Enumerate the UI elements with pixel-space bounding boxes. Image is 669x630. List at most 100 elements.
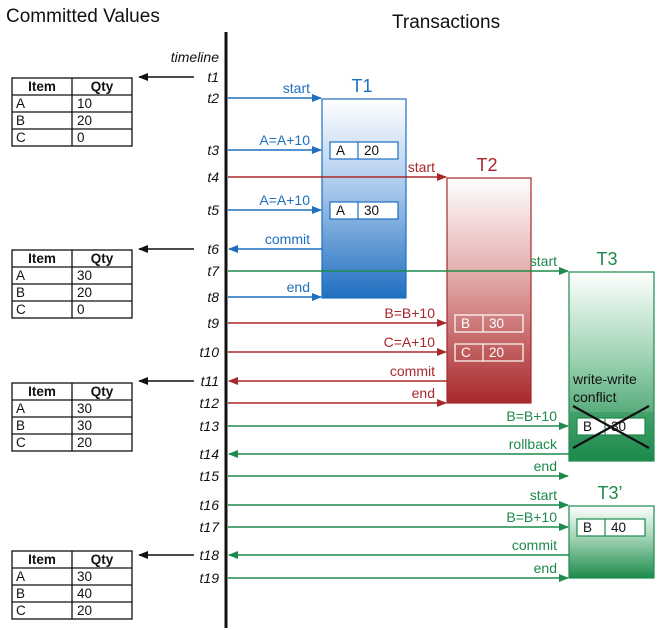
- workspace-item: B: [583, 520, 592, 535]
- time-label-t13: t13: [200, 418, 220, 434]
- event-label-t2: start: [283, 80, 310, 96]
- time-label-t10: t10: [200, 344, 220, 360]
- workspace-qty: 30: [489, 316, 504, 331]
- table-cell-qty: 20: [77, 603, 92, 618]
- time-label-t18: t18: [200, 547, 220, 563]
- table-cell-qty: 20: [77, 435, 92, 450]
- time-label-t6: t6: [207, 241, 219, 257]
- event-label-t11: commit: [390, 363, 435, 379]
- table-cell-item: C: [16, 302, 26, 317]
- table-cell-item: A: [16, 401, 25, 416]
- workspace-qty: 20: [489, 345, 504, 360]
- event-arrow-t6: commit: [228, 231, 322, 253]
- time-label-t5: t5: [207, 202, 219, 218]
- event-label-t18: commit: [512, 537, 557, 553]
- event-arrow-t4: start: [228, 159, 447, 181]
- table-cell-item: C: [16, 130, 26, 145]
- table-cell-item: C: [16, 435, 26, 450]
- event-label-t3: A=A+10: [259, 132, 310, 148]
- table-cell-item: B: [16, 113, 25, 128]
- time-label-t2: t2: [207, 90, 219, 106]
- table-header-item: Item: [28, 552, 56, 567]
- table-cell-qty: 30: [77, 418, 92, 433]
- table-header-item: Item: [28, 384, 56, 399]
- time-label-t1: t1: [207, 69, 219, 85]
- table-cell-item: A: [16, 268, 25, 283]
- event-arrow-t8: end: [228, 279, 322, 301]
- event-label-t17: B=B+10: [506, 509, 557, 525]
- event-arrow-t10: C=A+10: [228, 334, 447, 356]
- event-arrow-t3: A=A+10: [228, 132, 322, 154]
- workspace-item: B: [461, 316, 470, 331]
- event-label-t16: start: [530, 487, 557, 503]
- table-cell-qty: 20: [77, 285, 92, 300]
- event-arrow-t2: start: [228, 80, 322, 102]
- event-arrow-t5: A=A+10: [228, 192, 322, 214]
- time-label-t17: t17: [200, 519, 221, 535]
- table-cell-item: B: [16, 586, 25, 601]
- committed-table-t11: Item Qty A 30 B 30 C 20: [11, 377, 194, 452]
- committed-table-t1: Item Qty A 10 B 20 C 0: [11, 73, 194, 147]
- time-label-t15: t15: [200, 468, 220, 484]
- event-label-t6: commit: [265, 231, 310, 247]
- event-arrow-t14: rollback: [228, 436, 569, 458]
- workspace-item: A: [336, 143, 345, 158]
- workspace-qty: 30: [364, 203, 379, 218]
- event-arrow-t19: end: [228, 560, 569, 582]
- event-arrow-t17: B=B+10: [228, 509, 569, 531]
- transaction-label-t1: T1: [351, 76, 372, 96]
- workspace-cell-t1-t3: A 20: [329, 141, 399, 160]
- table-cell-qty: 20: [77, 113, 92, 128]
- cross-out-mark: [572, 405, 650, 449]
- workspace-item: B: [583, 419, 592, 434]
- table-header-qty: Qty: [91, 251, 114, 266]
- table-cell-qty: 10: [77, 96, 92, 111]
- table-cell-qty: 40: [77, 586, 92, 601]
- transaction-box-t2: T2: [446, 155, 532, 404]
- table-cell-item: B: [16, 285, 25, 300]
- event-label-t10: C=A+10: [384, 334, 436, 350]
- workspace-cell-t3p-t17: B 40: [576, 518, 646, 537]
- time-label-t9: t9: [207, 315, 219, 331]
- table-cell-item: A: [16, 96, 25, 111]
- table-header-qty: Qty: [91, 552, 114, 567]
- event-arrow-t12: end: [228, 385, 447, 407]
- event-arrow-t7: start: [228, 253, 569, 275]
- event-label-t4: start: [408, 159, 435, 175]
- workspace-item: C: [461, 345, 471, 360]
- event-arrow-t11: commit: [228, 363, 447, 385]
- time-label-t3: t3: [207, 142, 219, 158]
- workspace-item: A: [336, 203, 345, 218]
- event-arrow-t18: commit: [228, 537, 569, 559]
- event-arrow-t16: start: [228, 487, 569, 509]
- table-cell-qty: 0: [77, 130, 85, 145]
- workspace-qty: 40: [611, 520, 626, 535]
- table-cell-qty: 30: [77, 268, 92, 283]
- event-label-t15: end: [534, 458, 557, 474]
- committed-table-t18: Item Qty A 30 B 40 C 20: [11, 550, 194, 620]
- event-label-t19: end: [534, 560, 557, 576]
- time-label-t8: t8: [207, 289, 219, 305]
- event-label-t14: rollback: [509, 436, 558, 452]
- table-cell-item: B: [16, 418, 25, 433]
- transaction-label-t2: T2: [476, 155, 497, 175]
- timeline-label: timeline: [171, 49, 219, 65]
- table-header-item: Item: [28, 251, 56, 266]
- time-label-t19: t19: [200, 570, 220, 586]
- table-cell-item: C: [16, 603, 26, 618]
- time-label-t16: t16: [200, 497, 220, 513]
- time-label-t4: t4: [207, 169, 219, 185]
- transaction-label-t3: T3: [596, 249, 617, 269]
- workspace-cell-t3-t13: B 30: [572, 405, 650, 449]
- table-cell-qty: 30: [77, 401, 92, 416]
- table-cell-item: A: [16, 569, 25, 584]
- event-label-t12: end: [412, 385, 435, 401]
- event-label-t13: B=B+10: [506, 408, 557, 424]
- transaction-box-t3p: T3’: [568, 483, 655, 579]
- committed-table-t6: Item Qty A 30 B 20 C 0: [11, 245, 194, 319]
- conflict-note: write-write conflict: [572, 371, 637, 405]
- event-arrow-t13: B=B+10: [228, 408, 569, 430]
- workspace-cell-t1-t5: A 30: [329, 201, 399, 220]
- event-label-t5: A=A+10: [259, 192, 310, 208]
- workspace-cell-t2-t9: B 30: [454, 314, 524, 333]
